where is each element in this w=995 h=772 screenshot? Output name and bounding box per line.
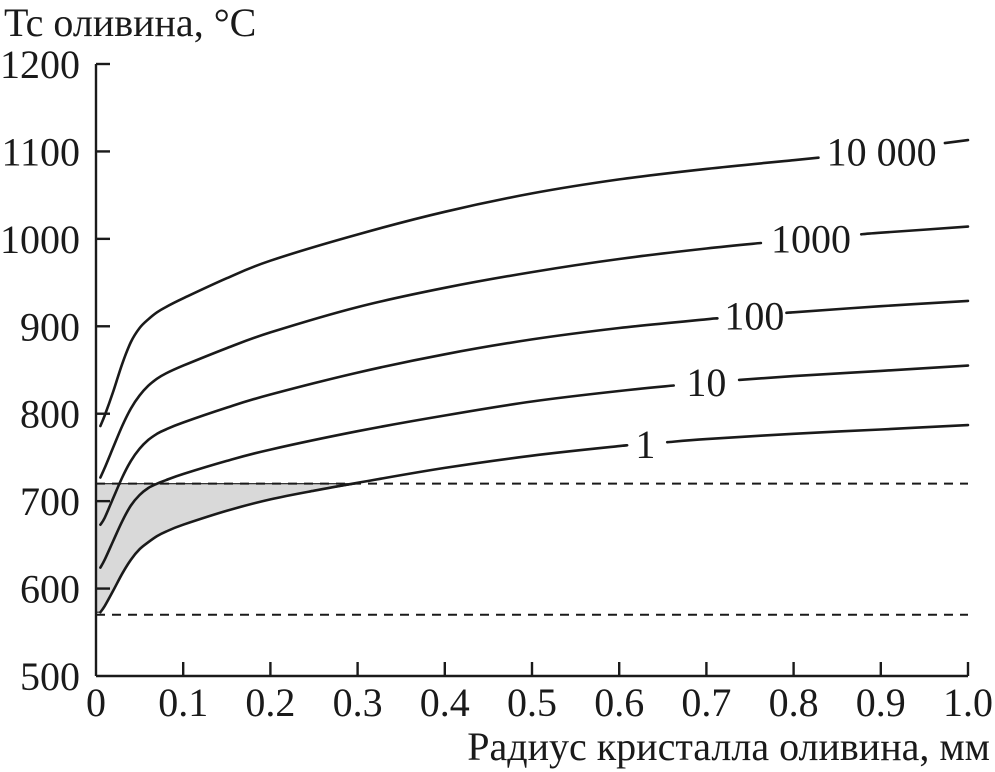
curve-100-segment xyxy=(785,299,970,315)
x-tick-label: 0.8 xyxy=(769,680,819,725)
curve-label-10: 10 xyxy=(686,360,726,405)
y-tick-label: 1100 xyxy=(1,129,80,174)
x-tick-label: 0.4 xyxy=(420,680,470,725)
curve-10-segment xyxy=(737,364,970,382)
shaded-region-layer xyxy=(95,483,358,613)
x-tick-label: 0.9 xyxy=(856,680,906,725)
curve-10-segment xyxy=(99,384,675,569)
y-tick-label: 500 xyxy=(20,654,80,699)
x-tick-label: 0.1 xyxy=(158,680,208,725)
curve-1000-segment xyxy=(99,241,763,479)
y-tick-label: 1200 xyxy=(0,42,80,87)
ticks-layer: 0 0.1 0.2 0.3 0.4 0.5 0.6 0.7 0.8 0.9 1.0 500 600 700… xyxy=(0,42,993,725)
curve-label-10000: 10 000 xyxy=(827,129,937,174)
y-tick-label: 1000 xyxy=(0,217,80,262)
y-tick-label: 800 xyxy=(20,392,80,437)
y-tick-label: 600 xyxy=(20,567,80,612)
x-tick-label: 0.5 xyxy=(507,680,557,725)
x-tick-label: 0.2 xyxy=(245,680,295,725)
curve-label-1: 1 xyxy=(635,422,655,467)
curves-layer xyxy=(99,138,970,614)
curve-10000-segment xyxy=(99,156,820,428)
curve-label-100: 100 xyxy=(724,293,784,338)
y-tick-label: 700 xyxy=(20,479,80,524)
curve-labels-layer: 1 10 100 1000 10 000 xyxy=(635,129,936,467)
x-tick-label: 0.6 xyxy=(594,680,644,725)
y-axis-title: Tc оливина, °C xyxy=(4,0,256,45)
curve-1000-segment xyxy=(859,225,970,236)
reference-lines-layer xyxy=(96,482,968,616)
curve-label-1000: 1000 xyxy=(771,216,851,261)
x-tick-label: 0.3 xyxy=(333,680,383,725)
curve-100-segment xyxy=(99,317,719,526)
x-axis-title: Радиус кристалла оливина, мм xyxy=(467,724,990,769)
curve-1-segment xyxy=(99,443,629,614)
curve-1-segment xyxy=(665,423,970,444)
curve-10000-segment xyxy=(943,138,970,145)
x-tick-label: 0.7 xyxy=(681,680,731,725)
x-tick-label: 0 xyxy=(86,680,106,725)
x-tick-label: 1.0 xyxy=(943,680,993,725)
shaded-region xyxy=(95,483,358,613)
y-tick-label: 900 xyxy=(20,304,80,349)
